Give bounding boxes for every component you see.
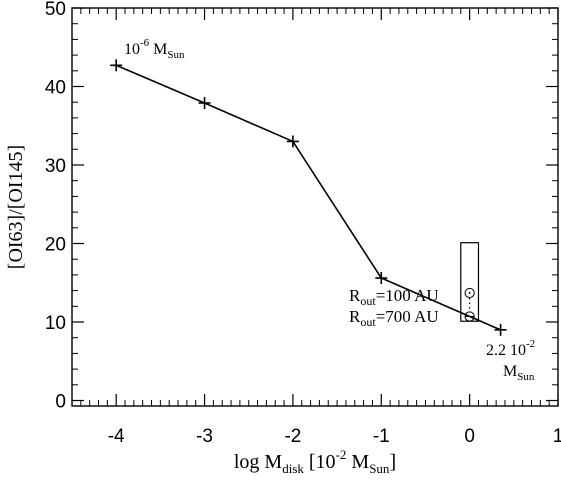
- y-axis-ticks: 0 10 20 30 40 50: [45, 0, 558, 413]
- annotation-bottom-unit: MSun: [503, 363, 535, 383]
- y-tick-label: 30: [45, 156, 66, 177]
- model-markers: [110, 59, 507, 336]
- x-title-sup: -2: [336, 447, 347, 462]
- y-tick-label: 20: [45, 235, 66, 256]
- x-title-bracket: [10: [304, 451, 336, 473]
- x-tick-label: 1: [553, 426, 561, 447]
- annotation-rout-700: Rout=700 AU: [349, 307, 439, 329]
- data-point: [110, 59, 123, 72]
- x-title-close: ]: [389, 451, 396, 473]
- y-tick-label: 10: [45, 313, 66, 334]
- x-title-main: log M: [234, 451, 283, 473]
- y-tick-label: 0: [55, 392, 66, 413]
- annotation-rout-100: Rout=100 AU: [349, 286, 439, 308]
- observation-range-box: [460, 242, 480, 322]
- x-axis-title: log Mdisk [10-2 MSun]: [234, 447, 396, 476]
- x-tick-label: -3: [196, 426, 213, 447]
- x-axis-ticks: -4 -3 -2 -1 0 1: [71, 8, 561, 447]
- x-tick-label: -4: [108, 426, 125, 447]
- x-title-m-sub: Sun: [369, 461, 390, 476]
- x-title-m: M: [346, 451, 369, 473]
- model-line: [115, 64, 501, 331]
- data-point: [286, 135, 299, 148]
- data-point: [494, 323, 507, 336]
- data-point: [198, 96, 211, 109]
- x-tick-label: -2: [284, 426, 301, 447]
- annotation-top: 10-6 MSun: [124, 37, 185, 61]
- y-tick-label: 50: [45, 0, 66, 20]
- plot-frame: [71, 7, 559, 407]
- y-tick-label: 40: [45, 78, 66, 99]
- x-tick-label: 0: [464, 426, 475, 447]
- y-axis-title: [OI63]/[OI145]: [5, 145, 27, 269]
- data-point: [375, 272, 388, 285]
- observation-point: [464, 287, 475, 299]
- x-tick-label: -1: [373, 426, 390, 447]
- annotation-bottom-value: 2.2 10-2: [486, 338, 535, 359]
- x-title-sub: disk: [282, 461, 304, 476]
